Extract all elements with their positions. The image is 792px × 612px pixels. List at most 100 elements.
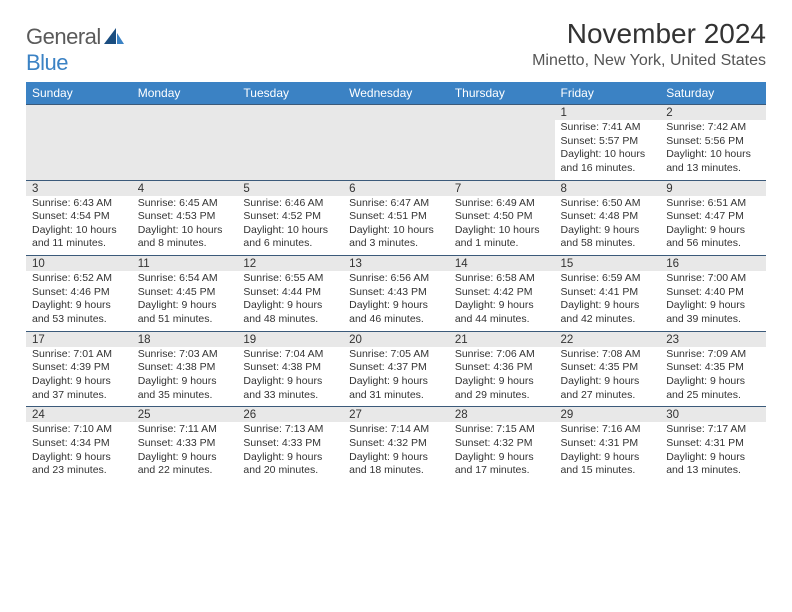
daylight-text-1: Daylight: 9 hours (349, 375, 443, 389)
date-cell: 11 (132, 256, 238, 272)
daylight-text-2: and 48 minutes. (243, 313, 337, 327)
month-title: November 2024 (532, 18, 766, 50)
date-cell: 23 (660, 331, 766, 347)
date-cell: 13 (343, 256, 449, 272)
info-cell: Sunrise: 6:52 AMSunset: 4:46 PMDaylight:… (26, 271, 132, 331)
daylight-text-2: and 46 minutes. (349, 313, 443, 327)
daylight-text-1: Daylight: 9 hours (32, 451, 126, 465)
daylight-text-1: Daylight: 9 hours (138, 299, 232, 313)
sunset-text: Sunset: 4:44 PM (243, 286, 337, 300)
info-cell: Sunrise: 7:41 AMSunset: 5:57 PMDaylight:… (555, 120, 661, 180)
daylight-text-2: and 39 minutes. (666, 313, 760, 327)
info-cell (449, 120, 555, 180)
sunset-text: Sunset: 5:56 PM (666, 135, 760, 149)
info-cell: Sunrise: 7:09 AMSunset: 4:35 PMDaylight:… (660, 347, 766, 407)
sunset-text: Sunset: 4:53 PM (138, 210, 232, 224)
date-cell: 16 (660, 256, 766, 272)
info-cell: Sunrise: 7:11 AMSunset: 4:33 PMDaylight:… (132, 422, 238, 482)
daylight-text-2: and 18 minutes. (349, 464, 443, 478)
sunrise-text: Sunrise: 7:00 AM (666, 272, 760, 286)
sunset-text: Sunset: 5:57 PM (561, 135, 655, 149)
info-cell: Sunrise: 6:54 AMSunset: 4:45 PMDaylight:… (132, 271, 238, 331)
date-cell: 3 (26, 180, 132, 196)
date-cell: 26 (237, 407, 343, 423)
info-row: Sunrise: 7:41 AMSunset: 5:57 PMDaylight:… (26, 120, 766, 180)
sunset-text: Sunset: 4:40 PM (666, 286, 760, 300)
sunset-text: Sunset: 4:42 PM (455, 286, 549, 300)
info-cell: Sunrise: 6:43 AMSunset: 4:54 PMDaylight:… (26, 196, 132, 256)
sunrise-text: Sunrise: 7:03 AM (138, 348, 232, 362)
sunset-text: Sunset: 4:38 PM (243, 361, 337, 375)
date-cell: 8 (555, 180, 661, 196)
info-cell: Sunrise: 7:13 AMSunset: 4:33 PMDaylight:… (237, 422, 343, 482)
sunset-text: Sunset: 4:33 PM (243, 437, 337, 451)
sunset-text: Sunset: 4:36 PM (455, 361, 549, 375)
date-row: 12 (26, 105, 766, 121)
info-cell: Sunrise: 6:55 AMSunset: 4:44 PMDaylight:… (237, 271, 343, 331)
info-cell: Sunrise: 7:00 AMSunset: 4:40 PMDaylight:… (660, 271, 766, 331)
sunrise-text: Sunrise: 6:50 AM (561, 197, 655, 211)
daylight-text-1: Daylight: 9 hours (138, 375, 232, 389)
sunrise-text: Sunrise: 6:47 AM (349, 197, 443, 211)
daylight-text-1: Daylight: 9 hours (243, 299, 337, 313)
info-cell: Sunrise: 6:46 AMSunset: 4:52 PMDaylight:… (237, 196, 343, 256)
sunrise-text: Sunrise: 7:05 AM (349, 348, 443, 362)
day-header-saturday: Saturday (660, 82, 766, 105)
sunrise-text: Sunrise: 7:06 AM (455, 348, 549, 362)
daylight-text-2: and 8 minutes. (138, 237, 232, 251)
daylight-text-2: and 15 minutes. (561, 464, 655, 478)
sunrise-text: Sunrise: 7:14 AM (349, 423, 443, 437)
sunset-text: Sunset: 4:47 PM (666, 210, 760, 224)
daylight-text-1: Daylight: 10 hours (138, 224, 232, 238)
daylight-text-2: and 35 minutes. (138, 389, 232, 403)
daylight-text-2: and 31 minutes. (349, 389, 443, 403)
day-header-row: SundayMondayTuesdayWednesdayThursdayFrid… (26, 82, 766, 105)
date-cell: 24 (26, 407, 132, 423)
date-cell: 7 (449, 180, 555, 196)
date-row: 10111213141516 (26, 256, 766, 272)
date-cell: 9 (660, 180, 766, 196)
sunrise-text: Sunrise: 6:46 AM (243, 197, 337, 211)
info-cell: Sunrise: 6:47 AMSunset: 4:51 PMDaylight:… (343, 196, 449, 256)
info-row: Sunrise: 6:52 AMSunset: 4:46 PMDaylight:… (26, 271, 766, 331)
daylight-text-1: Daylight: 9 hours (243, 375, 337, 389)
info-cell: Sunrise: 7:05 AMSunset: 4:37 PMDaylight:… (343, 347, 449, 407)
daylight-text-2: and 44 minutes. (455, 313, 549, 327)
daylight-text-2: and 3 minutes. (349, 237, 443, 251)
sunset-text: Sunset: 4:38 PM (138, 361, 232, 375)
day-header-monday: Monday (132, 82, 238, 105)
date-row: 17181920212223 (26, 331, 766, 347)
sunrise-text: Sunrise: 6:56 AM (349, 272, 443, 286)
daylight-text-1: Daylight: 9 hours (561, 224, 655, 238)
daylight-text-2: and 6 minutes. (243, 237, 337, 251)
daylight-text-1: Daylight: 9 hours (138, 451, 232, 465)
sunrise-text: Sunrise: 7:10 AM (32, 423, 126, 437)
daylight-text-1: Daylight: 9 hours (32, 299, 126, 313)
daylight-text-2: and 53 minutes. (32, 313, 126, 327)
daylight-text-1: Daylight: 9 hours (666, 299, 760, 313)
sunset-text: Sunset: 4:34 PM (32, 437, 126, 451)
sunset-text: Sunset: 4:46 PM (32, 286, 126, 300)
date-cell: 29 (555, 407, 661, 423)
daylight-text-1: Daylight: 10 hours (32, 224, 126, 238)
day-header-sunday: Sunday (26, 82, 132, 105)
logo-line1: General (26, 24, 101, 49)
daylight-text-1: Daylight: 10 hours (666, 148, 760, 162)
info-row: Sunrise: 7:10 AMSunset: 4:34 PMDaylight:… (26, 422, 766, 482)
daylight-text-2: and 20 minutes. (243, 464, 337, 478)
day-header-thursday: Thursday (449, 82, 555, 105)
sunrise-text: Sunrise: 6:45 AM (138, 197, 232, 211)
sunrise-text: Sunrise: 7:16 AM (561, 423, 655, 437)
daylight-text-2: and 42 minutes. (561, 313, 655, 327)
date-cell: 1 (555, 105, 661, 121)
sunset-text: Sunset: 4:33 PM (138, 437, 232, 451)
daylight-text-1: Daylight: 9 hours (666, 224, 760, 238)
daylight-text-1: Daylight: 9 hours (561, 299, 655, 313)
sunrise-text: Sunrise: 7:42 AM (666, 121, 760, 135)
daylight-text-2: and 33 minutes. (243, 389, 337, 403)
sunset-text: Sunset: 4:35 PM (666, 361, 760, 375)
daylight-text-1: Daylight: 9 hours (455, 299, 549, 313)
daylight-text-1: Daylight: 9 hours (561, 375, 655, 389)
info-cell (237, 120, 343, 180)
sunrise-text: Sunrise: 6:43 AM (32, 197, 126, 211)
